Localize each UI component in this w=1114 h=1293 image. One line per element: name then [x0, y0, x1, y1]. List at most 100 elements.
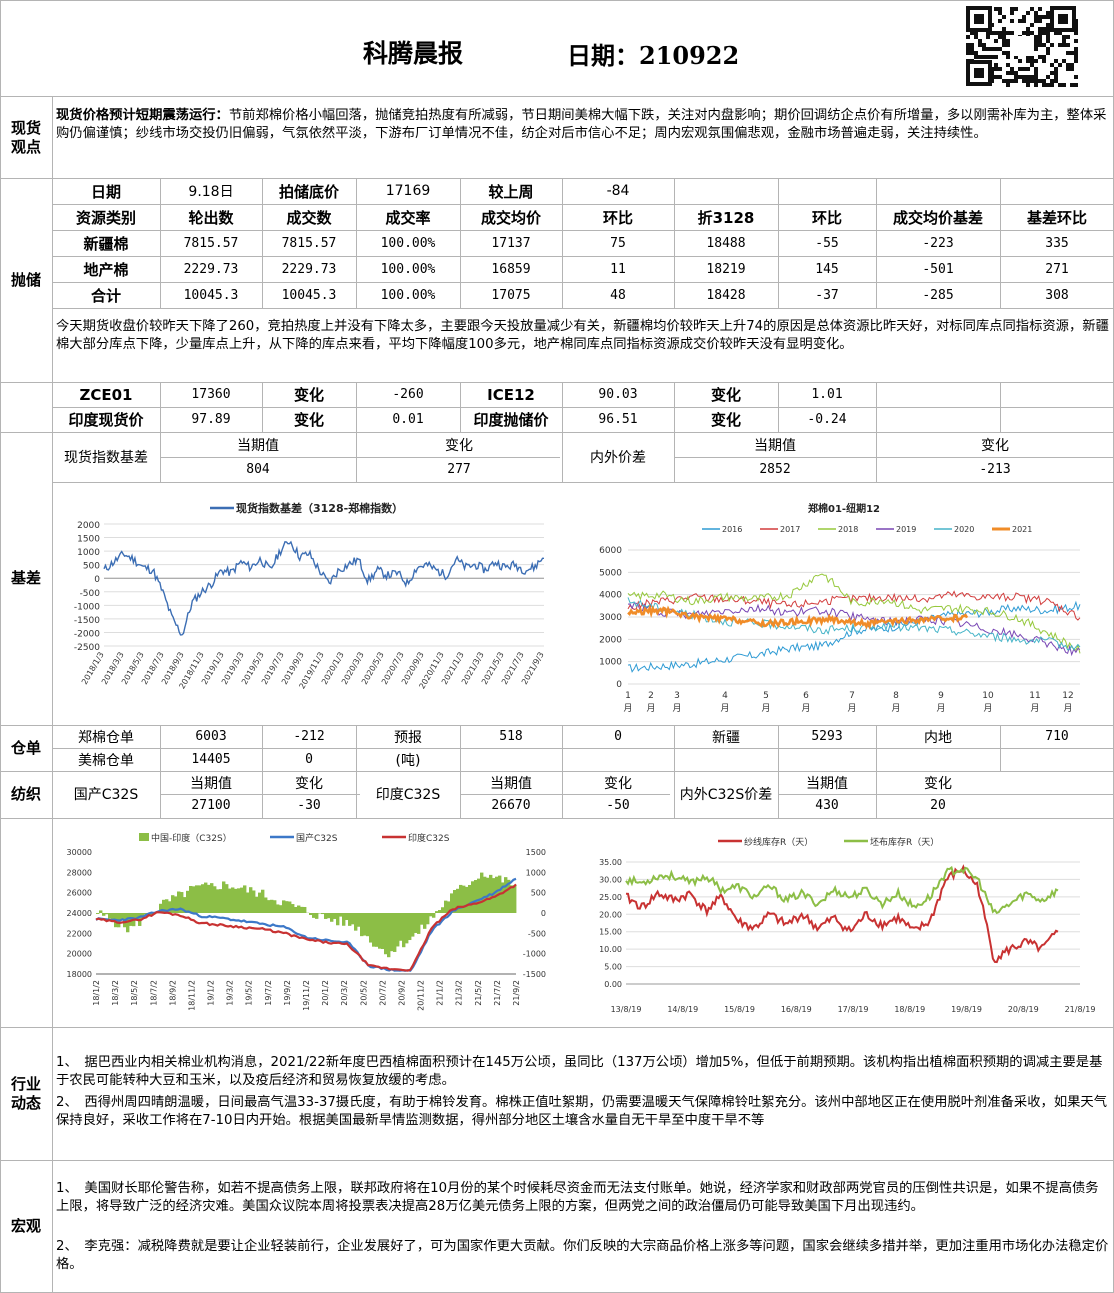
spread-bar [303, 906, 307, 913]
futures-cell: 0.01 [392, 412, 424, 427]
reserve-data-cell: -223 [922, 235, 954, 251]
reserve-header-cell: 成交率 [385, 208, 431, 227]
x-tick-label: 3 [674, 691, 680, 701]
series-line-basis [103, 540, 544, 636]
spread-bar [333, 913, 337, 919]
y2-tick-label: -1500 [523, 970, 546, 979]
series-line-2017 [627, 590, 1081, 621]
spread-bar [207, 884, 211, 913]
spread-bar [387, 913, 391, 958]
spread-bar [258, 892, 262, 913]
spread-bar [309, 913, 313, 916]
y-tick-label: 26000 [67, 889, 92, 898]
spread-bar [429, 913, 433, 917]
spread-bar [441, 907, 445, 913]
reserve-data-cell: 18428 [706, 287, 746, 303]
legend-label: 坯布库存R（天） [870, 836, 939, 848]
x-tick-label: 月 [720, 703, 729, 714]
report-date: 日期：210922 [567, 41, 740, 70]
x-tick-label: 21/8/19 [1065, 1005, 1096, 1014]
reserve-data-cell: -55 [815, 235, 839, 251]
legend-label: 现货指数基差（3128-郑棉指数） [236, 501, 403, 515]
series-line-fabric [625, 865, 1059, 915]
textile-header: 变化 [295, 775, 323, 792]
legend-label: 2019 [896, 525, 916, 534]
y2-tick-label: 1500 [526, 848, 546, 857]
spread-bar [255, 896, 259, 913]
spread-bar [465, 886, 469, 913]
spread-bar [327, 913, 331, 919]
y-tick-label: -500 [80, 589, 101, 599]
basis-header: 变化 [981, 437, 1009, 454]
spread-bar [240, 887, 244, 913]
y-tick-label: 28000 [67, 868, 92, 877]
reserve-data-cell: 18488 [706, 235, 746, 251]
x-tick-label: 19/11/2 [302, 980, 311, 1011]
reserve-data-cell: 17137 [491, 235, 531, 251]
reserve-data-cell: -501 [922, 261, 954, 277]
textile-value: -30 [297, 798, 321, 813]
legend-label: 2018 [838, 525, 858, 534]
spread-bar [468, 884, 472, 913]
x-tick-label: 18/1/2 [92, 980, 101, 1006]
x-tick-label: 9 [938, 691, 944, 701]
textile-value: 27100 [191, 798, 231, 813]
reserve-data-cell: 地产棉 [83, 260, 129, 279]
reserve-data-cell: 145 [815, 261, 839, 277]
x-tick-label: 19/5/2 [245, 980, 254, 1006]
spread-bar [363, 913, 367, 936]
spread-bar [459, 884, 463, 913]
spread-bar [438, 910, 442, 913]
spread-bar [276, 904, 280, 913]
spread-bar [390, 913, 394, 952]
futures-cell: ICE12 [487, 385, 535, 404]
spread-bar [417, 913, 421, 934]
series-line-india [95, 883, 517, 972]
warehouse-cell: (吨) [395, 752, 421, 769]
reserve-header-cell: 轮出数 [188, 208, 234, 227]
textile-header: 当期值 [490, 775, 532, 792]
spread-bar [405, 913, 409, 944]
spread-bar [204, 882, 208, 913]
x-tick-label: 20/7/2 [378, 980, 387, 1006]
spread-bar [474, 880, 478, 913]
y-tick-label: 18000 [67, 970, 92, 979]
spread-bar [219, 889, 223, 913]
y-tick-label: -2000 [74, 629, 100, 639]
x-tick-label: 19/3/2 [226, 980, 235, 1006]
spread-bar [432, 913, 436, 918]
x-tick-label: 7 [849, 691, 855, 701]
spread-bar [354, 913, 358, 931]
spread-bar [264, 897, 268, 913]
x-tick-label: 21/3/2 [455, 980, 464, 1006]
y-tick-label: 0 [94, 575, 100, 585]
y2-tick-label: 1000 [526, 868, 546, 877]
spread-bar [312, 913, 316, 918]
spread-bar [321, 913, 325, 915]
inventory-days-chart: 纱线库存R（天） 坯布库存R（天） 35.00 30.00 25.00 20.00 15.0… [599, 836, 1096, 1014]
textile-value: 430 [815, 798, 839, 813]
x-tick-label: 21/1/2 [436, 980, 445, 1006]
basis-header: 变化 [445, 437, 473, 454]
spread-bar [174, 896, 178, 913]
spread-bar [186, 890, 190, 913]
futures-cell: -260 [392, 387, 424, 402]
spread-bar [336, 913, 340, 926]
futures-cell: 印度抛储价 [473, 411, 549, 429]
reserve-note: 今天期货收盘价较昨天下降了260，竞拍热度上并没有下降太多，主要跟今天投放量减少… [56, 319, 1109, 352]
warehouse-cell: 518 [499, 729, 523, 744]
legend-label: 中国-印度（C32S） [151, 832, 232, 844]
x-tick-label: 月 [847, 703, 856, 714]
y2-tick-label: 500 [531, 889, 546, 898]
spread-bar [135, 913, 139, 921]
x-tick-label: 19/7/2 [264, 980, 273, 1006]
spread-bar [261, 889, 265, 913]
reserve-data-cell: 271 [1045, 261, 1069, 277]
futures-cell: ZCE01 [79, 385, 133, 404]
y2-tick-label: -1000 [523, 950, 546, 959]
reserve-header-cell: 成交数 [286, 208, 332, 227]
spread-bar [102, 913, 106, 916]
reserve-data-cell: 308 [1045, 287, 1069, 303]
y2-tick-label: -500 [528, 929, 546, 938]
x-tick-label: 月 [761, 703, 770, 714]
